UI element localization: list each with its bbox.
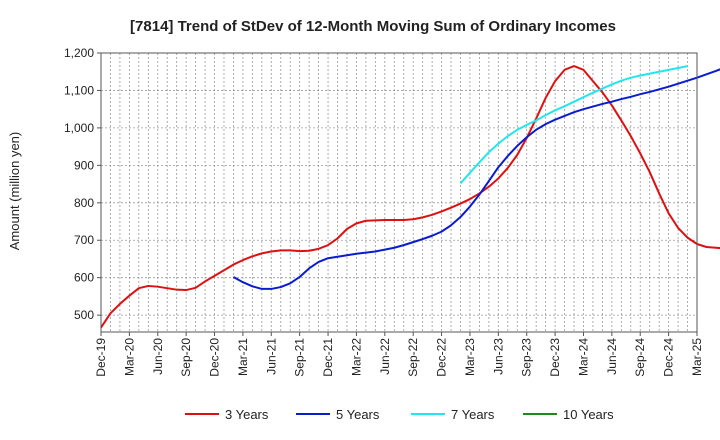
series-line-7-years bbox=[459, 65, 688, 184]
grid-lines bbox=[101, 52, 697, 332]
x-tick-label: Jun-24 bbox=[605, 338, 619, 375]
x-tick-label: Dec-20 bbox=[208, 338, 222, 377]
y-tick-label: 1,100 bbox=[64, 83, 94, 97]
x-tick-label: Sep-22 bbox=[406, 338, 420, 377]
x-tick-label: Mar-21 bbox=[236, 338, 250, 376]
legend-label-5-years: 5 Years bbox=[336, 407, 380, 422]
x-tick-label: Jun-23 bbox=[491, 338, 505, 375]
x-tick-label: Mar-20 bbox=[122, 338, 136, 376]
x-tick-label: Dec-23 bbox=[548, 338, 562, 377]
x-tick-label: Sep-23 bbox=[520, 338, 534, 377]
x-tick-label: Dec-19 bbox=[94, 338, 108, 377]
y-axis-label: Amount (million yen) bbox=[7, 132, 22, 251]
plot-area-frame bbox=[100, 52, 698, 333]
x-tick-label: Dec-24 bbox=[662, 338, 676, 377]
series-line-3-years bbox=[100, 65, 720, 329]
y-tick-label: 500 bbox=[74, 308, 94, 322]
x-tick-label: Sep-21 bbox=[293, 338, 307, 377]
x-tick-label: Jun-20 bbox=[151, 338, 165, 375]
x-tick-label: Jun-21 bbox=[264, 338, 278, 375]
y-tick-label: 1,000 bbox=[64, 121, 94, 135]
x-tick-label: Sep-24 bbox=[633, 338, 647, 377]
x-tick-label: Jun-22 bbox=[378, 338, 392, 375]
x-tick-label: Dec-22 bbox=[435, 338, 449, 377]
legend-label-10-years: 10 Years bbox=[563, 407, 614, 422]
y-tick-label: 800 bbox=[74, 196, 94, 210]
x-tick-label: Sep-20 bbox=[179, 338, 193, 377]
series-lines bbox=[100, 65, 720, 329]
chart-title: [7814] Trend of StDev of 12-Month Moving… bbox=[130, 18, 616, 35]
x-tick-label: Mar-25 bbox=[690, 338, 704, 376]
y-tick-label: 600 bbox=[74, 271, 94, 285]
legend-label-3-years: 3 Years bbox=[225, 407, 269, 422]
legend: 3 Years 5 Years 7 Years 10 Years bbox=[185, 407, 614, 422]
y-tick-label: 1,200 bbox=[64, 46, 94, 60]
x-tick-label: Mar-24 bbox=[576, 338, 590, 376]
x-tick-label: Mar-23 bbox=[463, 338, 477, 376]
y-tick-label: 900 bbox=[74, 158, 94, 172]
y-tick-label: 700 bbox=[74, 233, 94, 247]
legend-label-7-years: 7 Years bbox=[451, 407, 495, 422]
series-line-5-years bbox=[232, 68, 720, 290]
y-axis-ticks: 500 600 700 800 900 1,000 1,100 1,200 bbox=[64, 46, 101, 322]
x-tick-label: Mar-22 bbox=[349, 338, 363, 376]
x-tick-label: Dec-21 bbox=[321, 338, 335, 377]
x-axis-ticks: Dec-19 Mar-20 Jun-20 Sep-20 Dec-20 Mar-21 Jun-… bbox=[94, 332, 704, 377]
